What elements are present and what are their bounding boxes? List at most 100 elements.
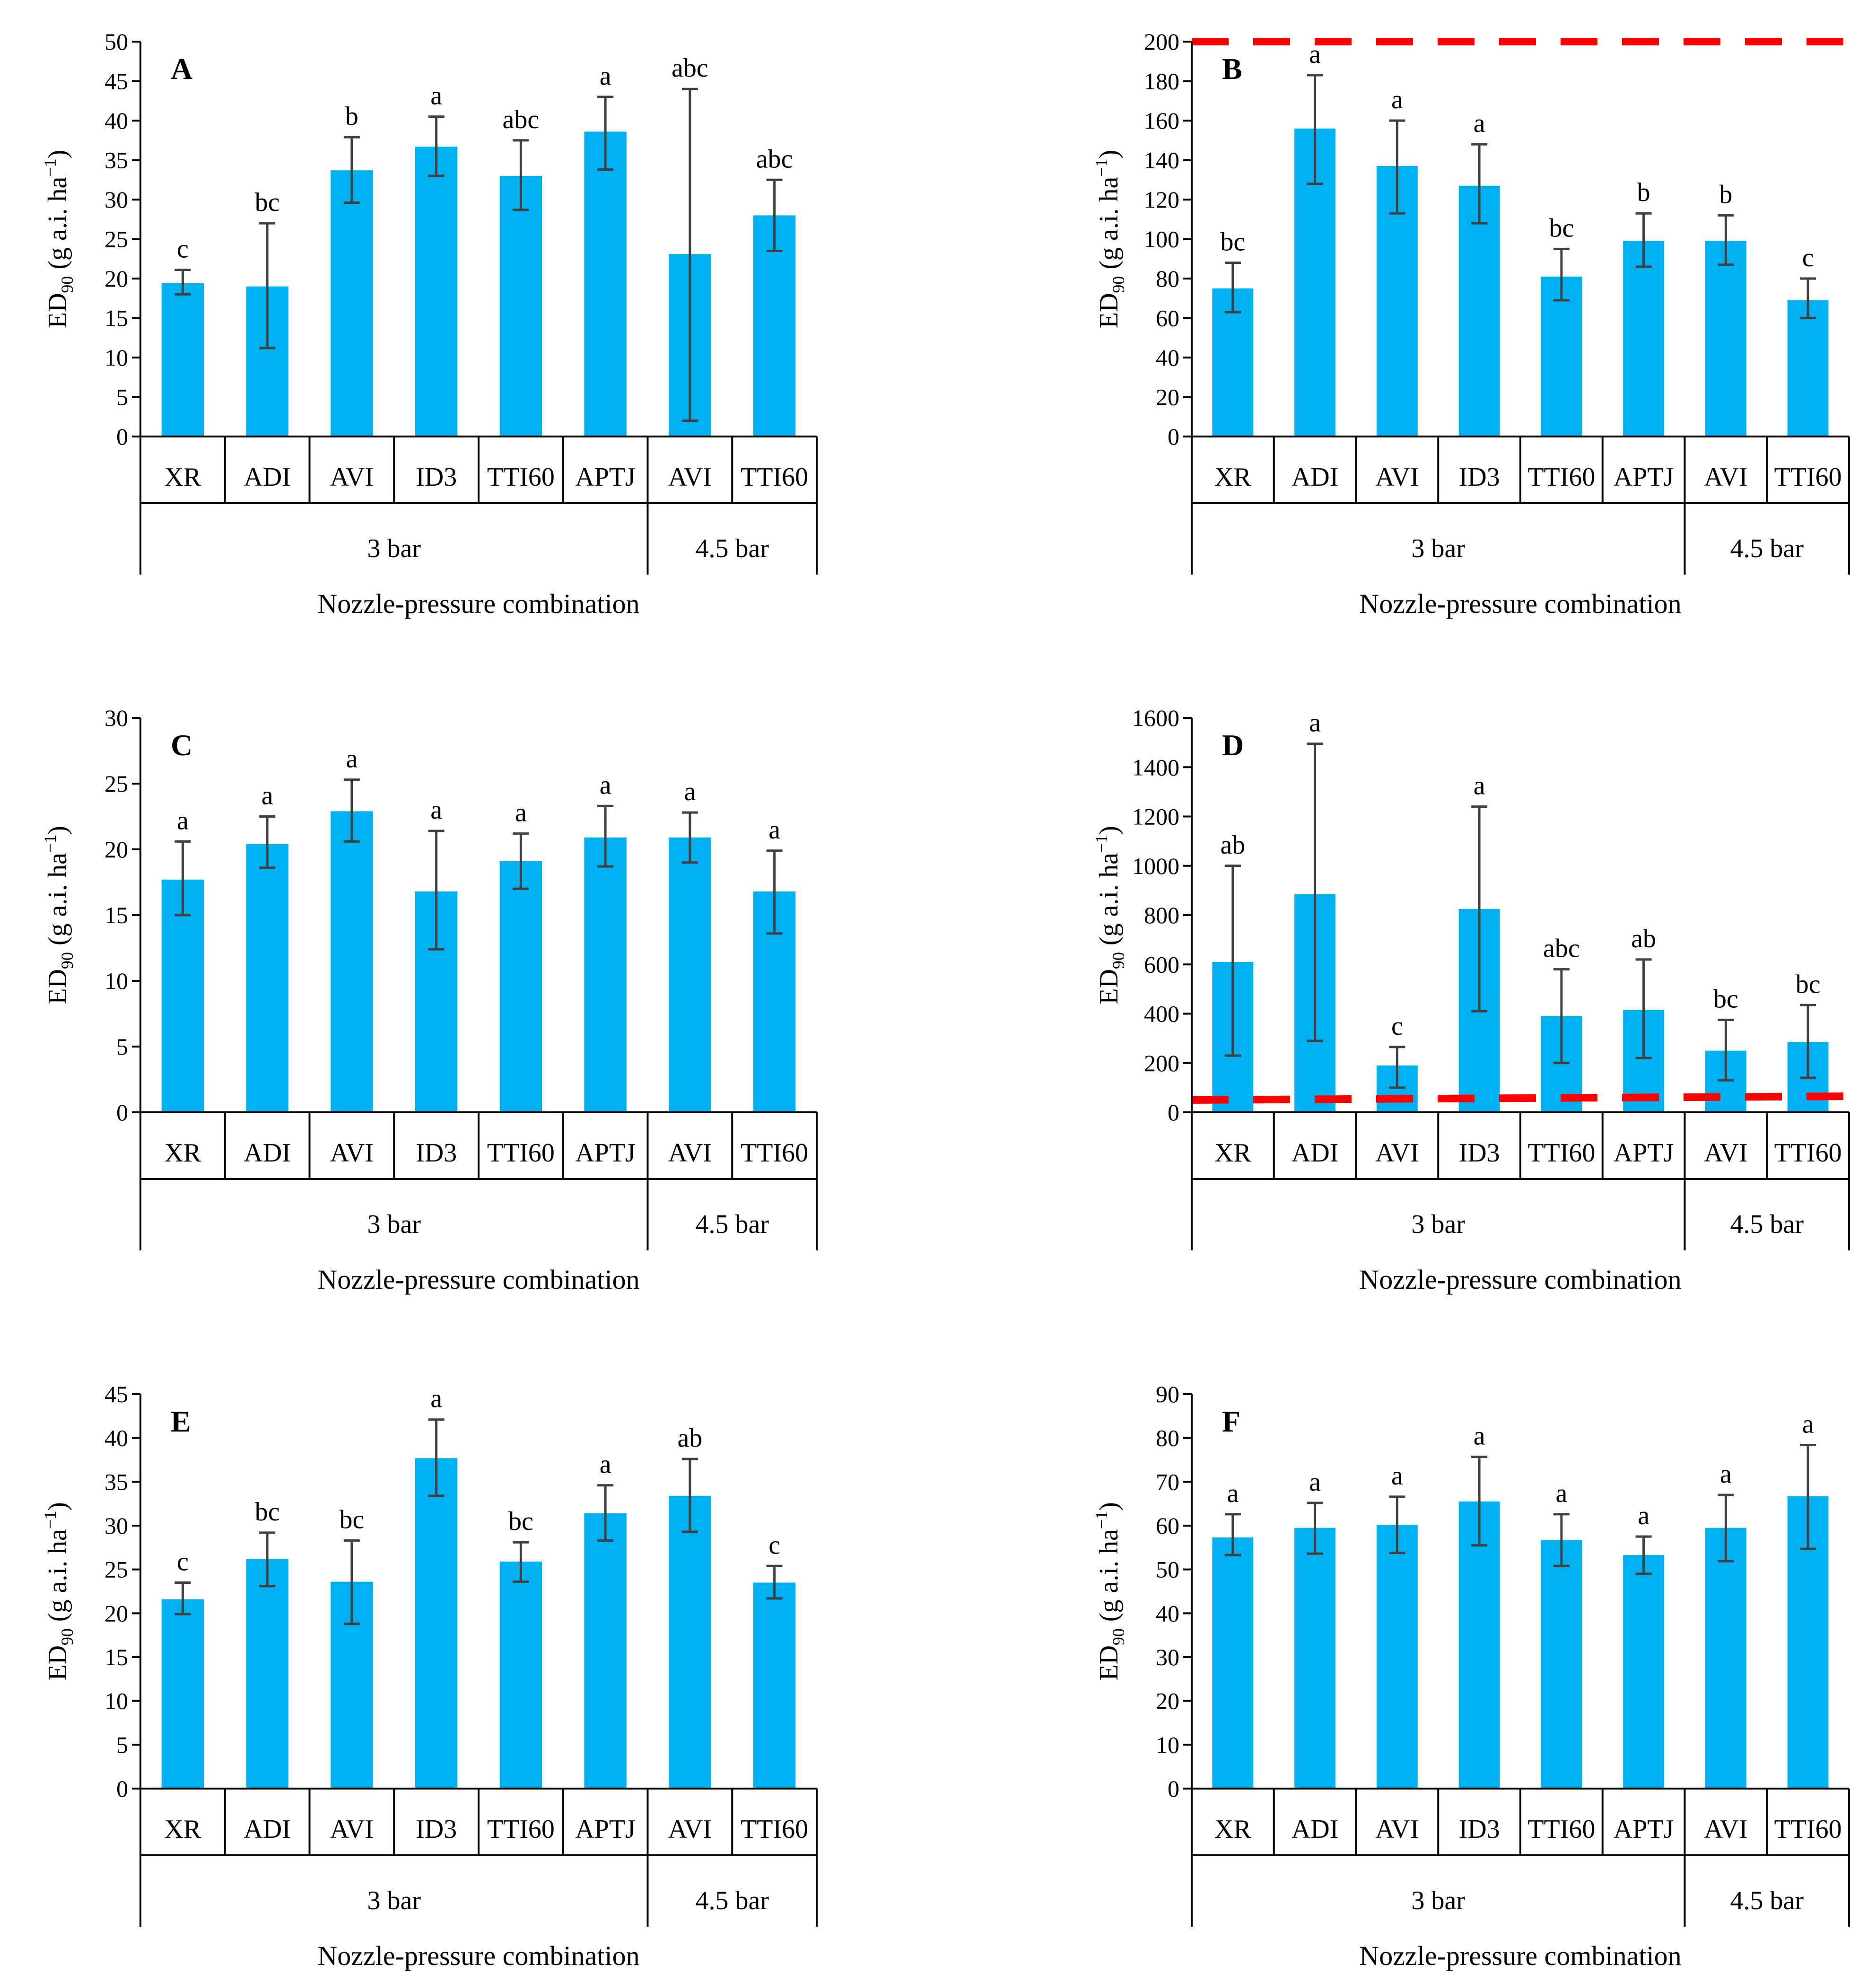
y-tick-label: 90 <box>1156 1381 1179 1407</box>
y-axis-title-units: (g a.i. ha <box>1094 177 1124 276</box>
y-axis-title-subscript: 90 <box>1109 276 1128 293</box>
significance-letter: c <box>177 235 189 264</box>
y-tick-label: 0 <box>1168 423 1179 450</box>
y-tick-label: 0 <box>1168 1775 1179 1802</box>
y-axis-title-main: ED <box>43 969 72 1004</box>
bar <box>584 1513 627 1789</box>
y-tick-label: 50 <box>1156 1556 1179 1583</box>
y-tick-label: 70 <box>1156 1468 1179 1495</box>
significance-letter: a <box>346 744 358 774</box>
category-label: TTI60 <box>741 463 808 492</box>
category-label: APTJ <box>1614 1815 1674 1844</box>
x-axis-title: Nozzle-pressure combination <box>1359 1264 1681 1295</box>
significance-letter: a <box>1309 1467 1321 1497</box>
significance-letter: a <box>768 815 780 845</box>
y-axis-title-subscript: 90 <box>58 952 77 969</box>
y-tick-label: 0 <box>116 1099 128 1126</box>
y-tick-label: 120 <box>1144 186 1179 213</box>
significance-letter: b <box>345 102 358 131</box>
bar <box>161 879 204 1112</box>
significance-letter: c <box>1802 243 1814 272</box>
significance-letter: bc <box>255 1497 280 1527</box>
y-tick-label: 80 <box>1156 1425 1179 1451</box>
bar <box>1787 300 1829 437</box>
bar <box>753 215 796 437</box>
category-label: ID3 <box>1459 1815 1500 1844</box>
y-tick-label: 5 <box>116 1731 128 1758</box>
bar <box>584 837 627 1112</box>
group-label: 4.5 bar <box>1730 1210 1804 1239</box>
reference-line <box>1191 1092 1850 1104</box>
chart-panel-d: ab a c a abc ab bc bc 0 200 400 600 800 1000 1200 1400 1… <box>1092 705 1850 1295</box>
category-label: AVI <box>1375 1138 1419 1168</box>
y-tick-label: 200 <box>1144 1050 1179 1076</box>
y-tick-label: 25 <box>105 1556 128 1583</box>
category-label: ADI <box>1291 1815 1339 1844</box>
significance-letter: bc <box>339 1505 364 1535</box>
significance-letter: a <box>1309 40 1321 69</box>
category-label: AVI <box>1375 1815 1419 1844</box>
y-axis-title-subscript: 90 <box>1109 952 1128 969</box>
y-tick-label: 25 <box>105 226 128 253</box>
significance-letter: abc <box>672 53 708 83</box>
category-label: TTI60 <box>1774 1138 1842 1168</box>
y-tick-label: 60 <box>1156 1512 1179 1539</box>
significance-letter: a <box>1474 771 1485 801</box>
y-axis-title-main: ED <box>43 293 72 329</box>
significance-letter: abc <box>1543 934 1580 963</box>
panel-label: C <box>171 728 192 762</box>
category-label: AVI <box>668 1138 712 1168</box>
significance-letter: abc <box>503 105 540 134</box>
y-tick-label: 180 <box>1144 68 1179 95</box>
bar <box>499 175 542 437</box>
category-label: TTI60 <box>1527 1815 1595 1844</box>
significance-letter: a <box>1555 1479 1567 1508</box>
bar <box>753 1582 796 1789</box>
panel-label: A <box>171 52 192 86</box>
y-axis-title-units: (g a.i. ha <box>1094 1529 1124 1628</box>
category-label: TTI60 <box>487 1815 555 1844</box>
significance-letter: bc <box>1220 227 1245 257</box>
significance-letter: a <box>600 1450 611 1479</box>
category-label: TTI60 <box>741 1138 808 1168</box>
y-tick-label: 200 <box>1144 28 1179 55</box>
significance-letter: c <box>768 1530 780 1560</box>
category-label: ADI <box>244 463 291 492</box>
category-label: TTI60 <box>1527 1138 1595 1168</box>
y-axis-title-superscript: −1 <box>1092 158 1111 176</box>
y-tick-label: 25 <box>105 770 128 797</box>
bar <box>584 131 627 437</box>
x-axis-title: Nozzle-pressure combination <box>317 1940 639 1971</box>
y-tick-label: 80 <box>1156 265 1179 292</box>
y-axis-title-subscript: 90 <box>1109 1628 1128 1645</box>
y-axis-title-units: (g a.i. ha <box>43 853 72 952</box>
category-label: AVI <box>668 463 712 492</box>
category-label: APTJ <box>1614 463 1674 492</box>
y-tick-label: 10 <box>1156 1731 1179 1758</box>
significance-letter: c <box>1391 1012 1403 1041</box>
significance-letter: a <box>430 795 442 825</box>
y-tick-label: 1400 <box>1132 754 1179 780</box>
significance-letter: b <box>1719 180 1732 209</box>
y-tick-label: 20 <box>1156 384 1179 410</box>
significance-letter: a <box>1474 1422 1485 1451</box>
category-label: XR <box>164 1138 201 1168</box>
y-tick-label: 140 <box>1144 147 1179 174</box>
significance-letter: bc <box>255 188 280 217</box>
bar <box>415 1458 458 1789</box>
group-label: 3 bar <box>1411 1210 1465 1239</box>
significance-letter: ab <box>1220 830 1245 860</box>
y-axis-title-superscript: −1 <box>41 835 60 853</box>
category-label: ID3 <box>416 1815 457 1844</box>
y-axis-title-units: (g a.i. ha <box>43 177 72 276</box>
y-tick-label: 30 <box>1156 1644 1179 1670</box>
y-tick-label: 35 <box>105 147 128 174</box>
y-axis-title-subscript: 90 <box>58 1628 77 1645</box>
y-tick-label: 20 <box>1156 1688 1179 1714</box>
significance-letter: a <box>1309 708 1321 738</box>
significance-letter: a <box>1227 1479 1239 1508</box>
y-tick-label: 20 <box>105 836 128 863</box>
category-label: ID3 <box>1459 1138 1500 1168</box>
x-axis-title: Nozzle-pressure combination <box>1359 1940 1681 1971</box>
chart-panel-a: c bc b a abc a abc abc 0 5 10 15 20 25 30 35 40 45 50 XR ADI… <box>41 28 818 619</box>
